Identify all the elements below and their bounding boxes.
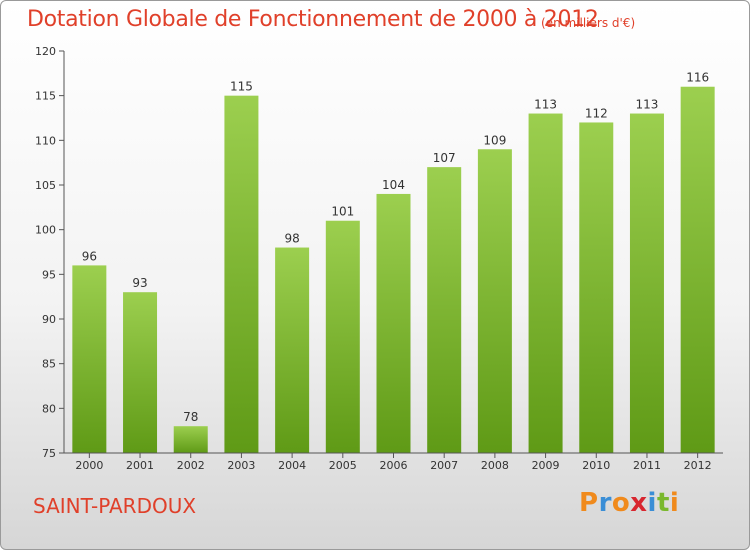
bar-value-label: 98 — [284, 232, 299, 246]
bar-value-label: 115 — [230, 80, 253, 94]
x-tick-label: 2001 — [126, 459, 154, 472]
bar — [72, 265, 107, 453]
x-tick-label: 2000 — [75, 459, 103, 472]
bar — [275, 247, 310, 453]
x-tick-label: 2002 — [177, 459, 205, 472]
bar-value-label: 78 — [183, 410, 198, 424]
logo-letter: i — [647, 488, 657, 518]
logo-letter: i — [669, 488, 680, 518]
bar — [477, 149, 512, 453]
x-tick-label: 2006 — [380, 459, 408, 472]
bar — [376, 193, 411, 453]
logo-letter: t — [656, 488, 670, 518]
bar-value-label: 93 — [132, 276, 147, 290]
bar-value-label: 104 — [382, 178, 405, 192]
y-tick-label: 100 — [35, 224, 56, 237]
y-tick-label: 95 — [42, 268, 56, 281]
bar — [325, 220, 360, 453]
y-tick-label: 75 — [42, 447, 56, 460]
logo-letter: o — [611, 488, 631, 518]
x-tick-label: 2012 — [684, 459, 712, 472]
logo-letter: r — [598, 488, 612, 518]
x-tick-label: 2009 — [532, 459, 560, 472]
bar — [123, 292, 158, 453]
y-tick-label: 90 — [42, 313, 56, 326]
bar-value-label: 107 — [433, 151, 456, 165]
bar — [528, 113, 563, 454]
bar-value-label: 113 — [636, 98, 659, 112]
x-tick-label: 2008 — [481, 459, 509, 472]
proxiti-logo: Proxiti — [579, 488, 679, 518]
logo-letter: P — [579, 488, 599, 518]
x-tick-label: 2007 — [430, 459, 458, 472]
chart-subtitle: (en milliers d'€) — [541, 16, 636, 30]
bar-value-label: 109 — [483, 133, 506, 147]
bar-value-label: 112 — [585, 106, 608, 120]
bar-value-label: 96 — [82, 249, 97, 263]
bar — [680, 86, 715, 453]
x-tick-label: 2005 — [329, 459, 357, 472]
y-tick-label: 80 — [42, 402, 56, 415]
bar — [579, 122, 614, 453]
y-tick-label: 85 — [42, 358, 56, 371]
logo-letter: x — [630, 488, 648, 518]
chart-title: Dotation Globale de Fonctionnement de 20… — [27, 7, 599, 32]
bar — [224, 95, 259, 454]
x-tick-label: 2010 — [582, 459, 610, 472]
bar — [427, 167, 462, 453]
x-tick-label: 2011 — [633, 459, 661, 472]
bar — [629, 113, 664, 454]
commune-name: SAINT-PARDOUX — [33, 494, 197, 518]
y-tick-label: 105 — [35, 179, 56, 192]
bar-value-label: 101 — [331, 205, 354, 219]
y-tick-label: 110 — [35, 134, 56, 147]
x-tick-label: 2003 — [227, 459, 255, 472]
y-tick-label: 115 — [35, 90, 56, 103]
bar-value-label: 116 — [686, 71, 709, 85]
bar-value-label: 113 — [534, 98, 557, 112]
x-tick-label: 2004 — [278, 459, 306, 472]
bar — [173, 426, 208, 453]
y-tick-label: 120 — [35, 45, 56, 58]
